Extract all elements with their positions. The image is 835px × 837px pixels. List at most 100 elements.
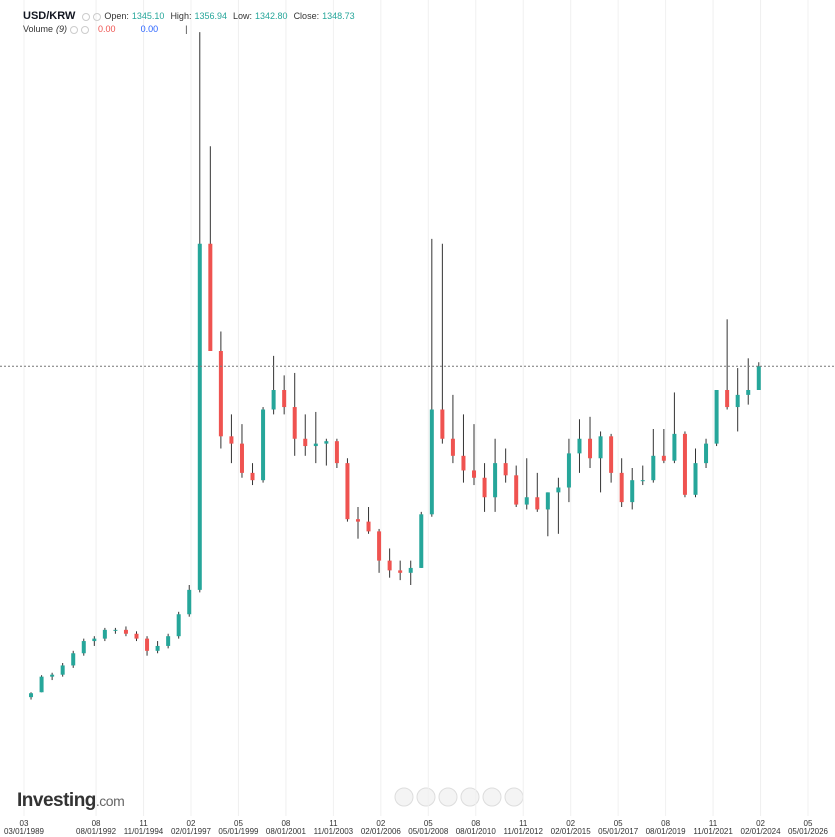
volume-row: Volume (9) 0.00 0.00 | — [23, 23, 358, 36]
candle-body — [619, 472, 624, 503]
candle-body — [39, 676, 44, 693]
value: 1348.73 — [322, 11, 355, 21]
symbol: USD/KRW — [23, 10, 76, 22]
x-tick-label: 05 — [804, 819, 813, 828]
icon[interactable] — [93, 12, 102, 21]
grid — [23, 0, 809, 816]
candle-body — [704, 443, 709, 464]
candle-body — [672, 433, 677, 461]
candle-body — [693, 463, 698, 495]
x-tick-date: 02/01/2006 — [361, 827, 402, 836]
candle-body — [345, 463, 350, 520]
x-tick-label: 03 — [20, 819, 29, 828]
x-tick-date: 05/01/2008 — [408, 827, 449, 836]
candle-body — [482, 477, 487, 498]
value: 1356.94 — [194, 11, 227, 21]
x-tick-date: 11/01/2003 — [314, 827, 354, 836]
value: 0.00 — [98, 24, 116, 34]
icon[interactable] — [81, 25, 90, 34]
x-tick-date: 03/01/1989 — [4, 827, 45, 836]
candle-body — [134, 633, 139, 639]
candle-body — [187, 589, 192, 615]
candle-body — [735, 394, 740, 408]
candle-body — [208, 243, 213, 351]
nav-buttons — [394, 787, 524, 807]
candle-body — [81, 641, 86, 654]
candle-body — [92, 638, 97, 642]
candle-body — [366, 521, 371, 532]
x-tick-label: 02 — [187, 819, 196, 828]
value: 1345.10 — [131, 11, 165, 21]
candle-body — [250, 472, 255, 481]
value: 1342.80 — [255, 11, 288, 21]
x-tick-label: 11 — [329, 819, 338, 828]
nav-button[interactable] — [460, 787, 480, 807]
value: 0.00 — [140, 24, 159, 34]
candle-body — [682, 433, 687, 495]
logo: Investing.com — [17, 790, 125, 812]
x-tick-label: 05 — [234, 819, 243, 828]
nav-button[interactable] — [416, 787, 436, 807]
ohlc-row: USD/KRW Open: 1345.10 High: 1356.94 Low: 13… — [23, 10, 358, 23]
candle-body — [166, 636, 171, 646]
icon[interactable] — [70, 25, 79, 34]
candle-body — [577, 438, 582, 454]
candle-body — [218, 351, 223, 437]
candle-body — [450, 438, 455, 456]
logo-suffix: .com — [95, 793, 125, 809]
candle-body — [756, 366, 761, 390]
x-tick-label: 08 — [661, 819, 670, 828]
candle-body — [229, 436, 234, 444]
candle-body — [398, 570, 403, 573]
x-tick-date: 08/01/2019 — [646, 827, 687, 836]
candle-body — [429, 409, 434, 515]
candle-body — [609, 436, 614, 473]
candle-body — [630, 480, 635, 503]
candle-body — [503, 463, 508, 476]
x-tick-date: 11/01/2012 — [504, 827, 544, 836]
candle-body — [113, 629, 118, 631]
x-tick-label: 05 — [614, 819, 623, 828]
candle-body — [282, 390, 287, 408]
label: Close: — [293, 11, 320, 21]
x-tick-date: 02/01/2015 — [551, 827, 592, 836]
candle-body — [355, 519, 360, 522]
candle-body — [408, 567, 413, 573]
nav-button[interactable] — [482, 787, 502, 807]
candle-body — [440, 409, 445, 439]
x-tick-label: 08 — [92, 819, 101, 828]
x-tick-date: 05/01/1999 — [218, 827, 259, 836]
candle-body — [725, 390, 730, 408]
icon[interactable] — [82, 12, 91, 21]
candle-body — [239, 443, 244, 473]
candle-body — [176, 614, 181, 637]
candle-body — [303, 438, 308, 447]
label: (9) — [56, 24, 68, 34]
candle-body — [145, 638, 150, 651]
candle-body — [461, 455, 466, 471]
x-tick-label: 02 — [376, 819, 385, 828]
candle-body — [197, 243, 202, 590]
candle-body — [292, 407, 297, 439]
candle-body — [524, 497, 529, 505]
candle-body — [261, 409, 266, 481]
x-tick-date: 08/01/2001 — [266, 827, 307, 836]
candle-body — [334, 441, 339, 464]
candle-body — [50, 674, 55, 677]
candle-body — [271, 390, 276, 410]
separator: | — [185, 24, 188, 34]
nav-button[interactable] — [504, 787, 524, 807]
nav-button[interactable] — [394, 787, 414, 807]
candle-body — [71, 653, 76, 666]
candle-body — [746, 390, 751, 395]
x-tick-date: 11/01/1994 — [124, 827, 164, 836]
candle-body — [556, 487, 561, 493]
candle-body — [377, 531, 382, 561]
candle-body — [313, 443, 318, 447]
candle-body — [535, 497, 540, 510]
x-tick-date: 05/01/2017 — [598, 827, 639, 836]
nav-button[interactable] — [438, 787, 458, 807]
x-tick-label: 08 — [471, 819, 480, 828]
